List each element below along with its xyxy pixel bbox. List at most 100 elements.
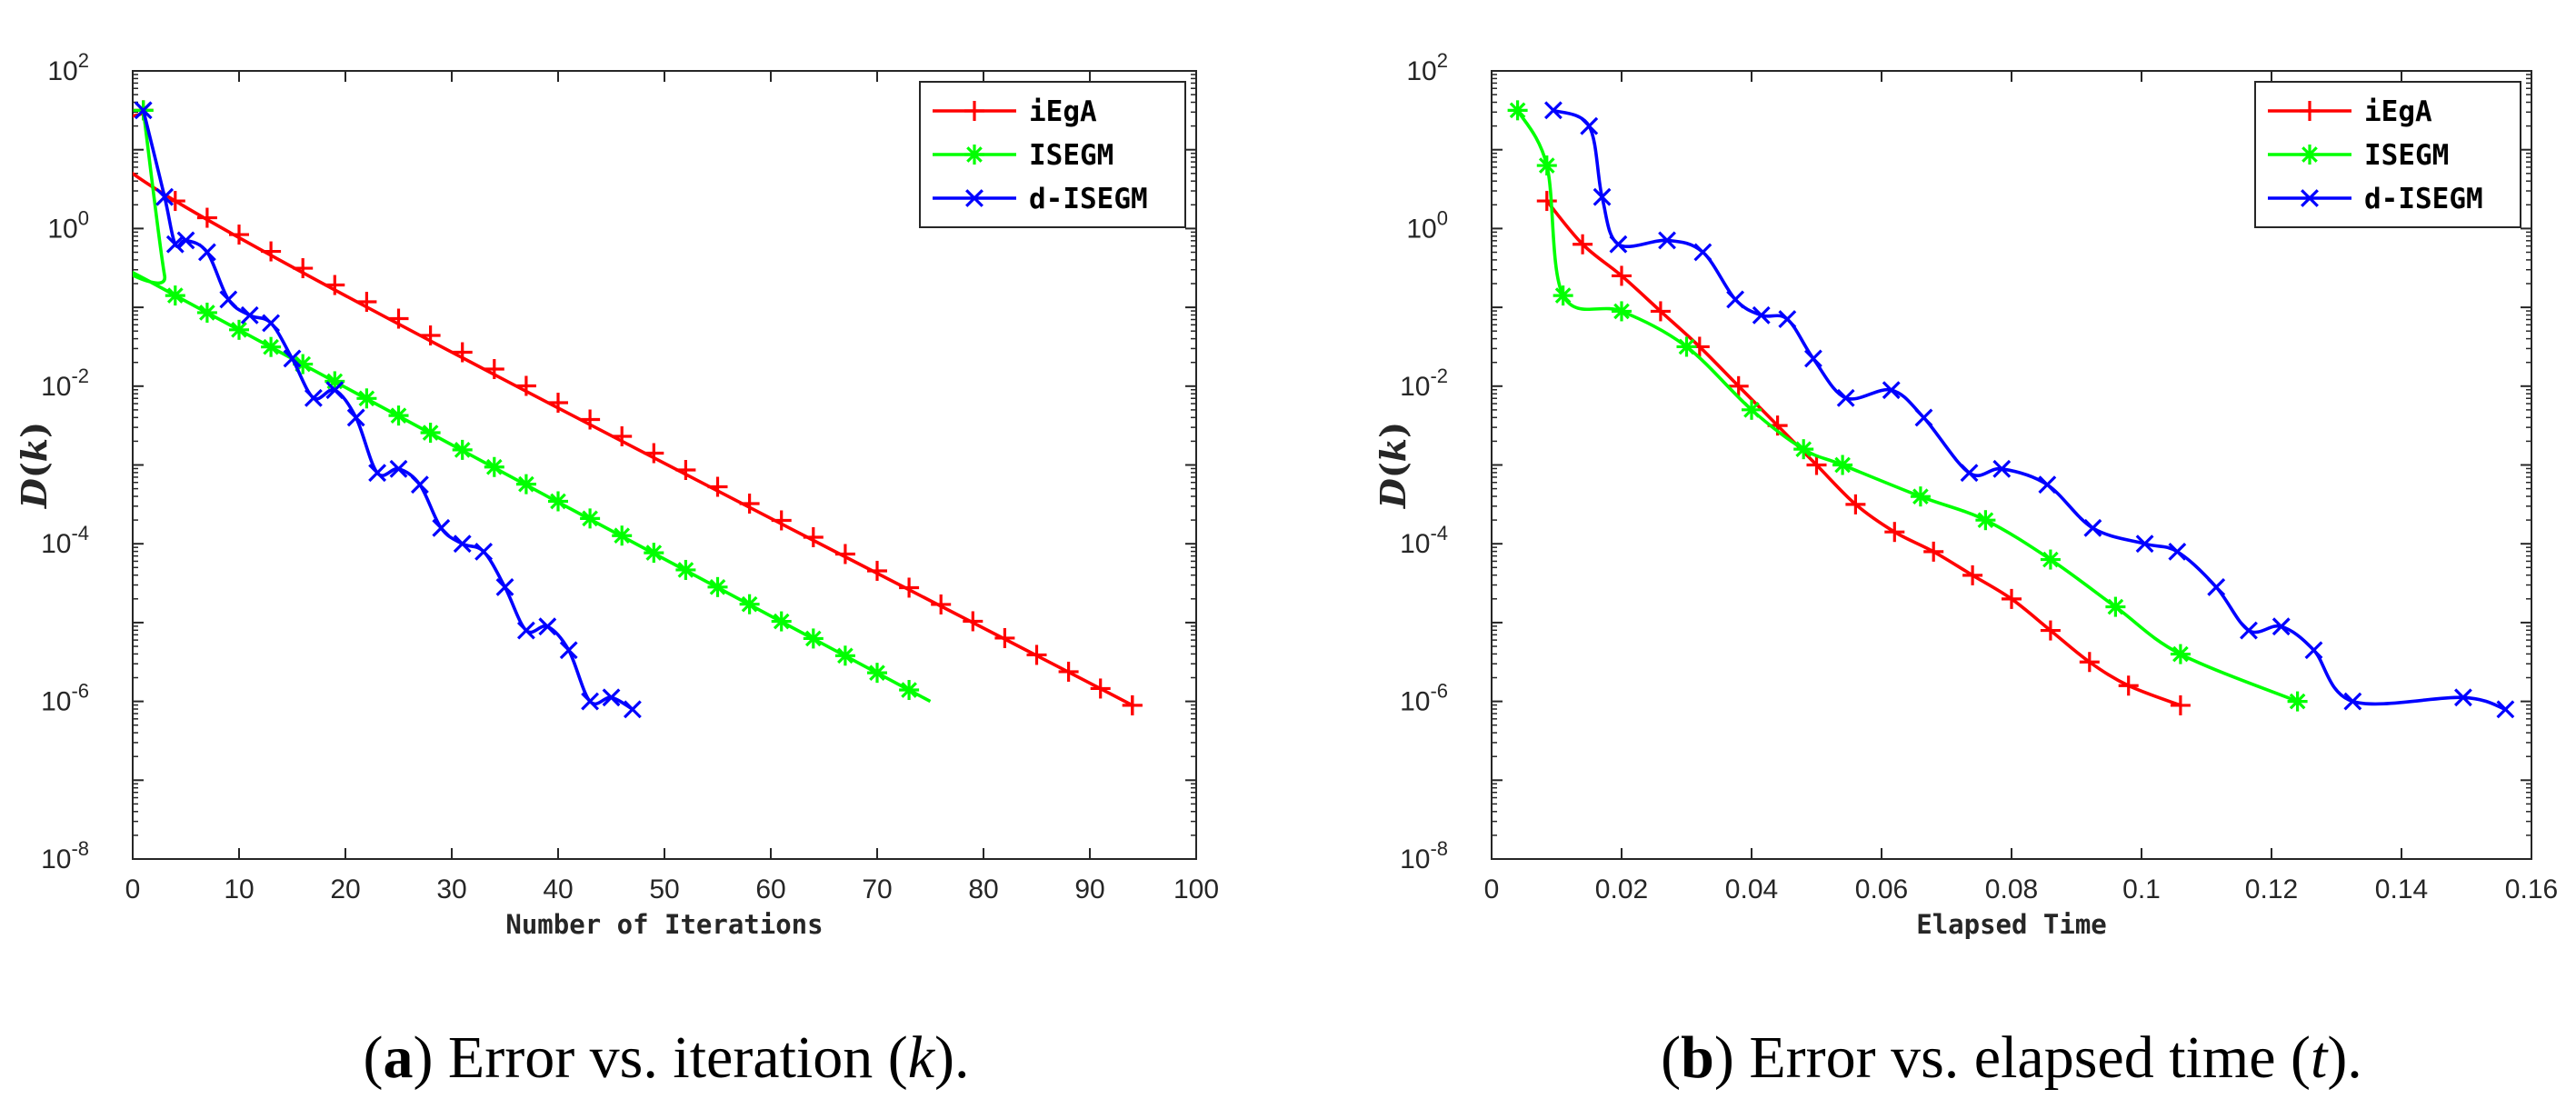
panel-a-series-isegm-marker-d2 bbox=[454, 442, 471, 458]
panel-b-series-d-isegm-marker-d2 bbox=[2207, 577, 2226, 596]
panel-a-series-isegm-marker-d2 bbox=[614, 527, 631, 545]
panel-a-series-isegm-marker-d2 bbox=[422, 425, 439, 441]
panel-b-series-isegm bbox=[1507, 100, 2308, 712]
panel-a-series-d-isegm-marker-d2 bbox=[516, 621, 535, 640]
panel-b-series-d-isegm-marker bbox=[2038, 475, 2057, 495]
panel-a-series-d-isegm-marker-d2 bbox=[325, 381, 344, 400]
panel-a-series-isegm-line bbox=[133, 110, 932, 704]
panel-b-series-d-isegm-marker bbox=[1543, 101, 1563, 120]
panel-a-series-isegm-marker bbox=[420, 423, 441, 444]
panel-b-series-d-isegm-marker bbox=[2168, 542, 2187, 561]
panel-a-series-iega-marker bbox=[834, 544, 855, 564]
panel-a-series-d-isegm-marker bbox=[155, 187, 175, 206]
panel-a-series-iega-marker bbox=[707, 476, 728, 497]
panel-a-series-d-isegm-marker bbox=[474, 542, 494, 561]
panel-a-series-d-isegm-marker-d2 bbox=[283, 349, 302, 368]
panel-b-series-d-isegm-marker bbox=[1914, 408, 1933, 427]
panel-a-series-iega-marker bbox=[293, 258, 314, 279]
panel-a-series-d-isegm-marker bbox=[283, 349, 302, 368]
panel-a-series-isegm-marker-d2 bbox=[804, 630, 822, 647]
panel-a-xtick-label: 60 bbox=[755, 874, 785, 904]
panel-a-series-d-isegm-marker-d2 bbox=[262, 314, 281, 333]
panel-a-legend-entry-isegm-marker-d2 bbox=[966, 146, 983, 163]
panel-b-series-iega-marker bbox=[1806, 455, 1827, 475]
panel-b-series-d-isegm-marker-d2 bbox=[1543, 101, 1563, 120]
panel-a-series-isegm-marker-d2 bbox=[199, 305, 215, 321]
panel-b-series-d-isegm-marker bbox=[2496, 700, 2515, 719]
panel-b-series-d-isegm-marker bbox=[1580, 116, 1599, 135]
panel-a-series-isegm-marker bbox=[580, 508, 601, 529]
panel-b-ytick-label: 100 bbox=[1406, 206, 1448, 244]
panel-b-series-isegm-marker-d2 bbox=[1977, 512, 1994, 529]
panel-b-series-d-isegm-marker-d2 bbox=[1658, 231, 1676, 250]
panel-b-series-iega-marker bbox=[1728, 375, 1749, 396]
panel-b-series-d-isegm-marker-d2 bbox=[1914, 408, 1933, 427]
panel-a-series-isegm-marker bbox=[388, 405, 409, 426]
panel-b-x-axis-label: Elapsed Time bbox=[1916, 909, 2107, 940]
panel-b-legend-entry-d-isegm: d-ISEGM bbox=[2268, 183, 2483, 215]
panel-a-error-vs-iteration: 0 10 20 30 40 50 60 70 80 90 100 10-8 10-6 10-4 10-2 10… bbox=[14, 49, 1219, 1091]
panel-b-series-isegm-marker-d2 bbox=[1509, 102, 1526, 119]
panel-a-series-isegm-marker bbox=[612, 525, 633, 546]
panel-b-series-d-isegm-marker bbox=[1992, 459, 2012, 478]
panel-a-series-iega-marker bbox=[196, 207, 217, 228]
panel-a-series-d-isegm-marker-d2 bbox=[197, 243, 216, 262]
panel-b-error-vs-time: 0 0.02 0.04 0.06 0.08 0.1 0.12 0.14 0.16 10-8 10-6… bbox=[1373, 49, 2558, 1091]
panel-b-series-isegm-marker bbox=[1553, 285, 1573, 306]
panel-a-series-iega-marker bbox=[356, 292, 377, 313]
panel-b-series-isegm-marker-d2 bbox=[2289, 693, 2306, 710]
panel-a-series-d-isegm-marker-d2 bbox=[368, 464, 387, 483]
panel-b-series-isegm-marker bbox=[2040, 549, 2061, 570]
panel-b-series-d-isegm-marker-d2 bbox=[2496, 700, 2515, 719]
panel-b-series-isegm-marker-d2 bbox=[1613, 303, 1630, 320]
panel-b-series-d-isegm-marker-d2 bbox=[1693, 243, 1712, 262]
panel-b-y-axis-label: D(k) bbox=[1373, 422, 1413, 509]
panel-b-legend-entry-isegm-marker bbox=[2300, 145, 2320, 165]
panel-a-series-iega-marker bbox=[867, 560, 887, 581]
panel-b-series-d-isegm-marker-d2 bbox=[1803, 349, 1822, 368]
panel-b-series-isegm-marker bbox=[1793, 439, 1814, 460]
panel-a-series-d-isegm-marker-d2 bbox=[134, 101, 153, 120]
panel-b-series-d-isegm bbox=[1543, 101, 2515, 719]
panel-b-series-d-isegm-marker-d2 bbox=[1752, 305, 1771, 325]
panel-b-series-iega-marker bbox=[1573, 234, 1593, 255]
panel-b-ytick-label: 10-8 bbox=[1400, 837, 1448, 874]
panel-a-series-isegm-marker bbox=[803, 628, 824, 649]
panel-b-series-isegm-marker bbox=[1536, 155, 1557, 176]
panel-b-xtick-label: 0.06 bbox=[1855, 874, 1908, 904]
panel-b-legend: iEgA ISEGM d-ISEGM bbox=[2254, 81, 2521, 228]
panel-a-series-isegm-marker-d2 bbox=[582, 510, 598, 527]
panel-a-series-iega-marker bbox=[963, 611, 983, 632]
panel-b-legend-entry-d-isegm-marker-d2 bbox=[2301, 189, 2319, 207]
panel-a-series-isegm-marker bbox=[356, 388, 377, 409]
panel-b-series-d-isegm-marker-d2 bbox=[2135, 535, 2154, 554]
panel-b-legend-entry-iega: iEgA bbox=[2268, 95, 2432, 128]
panel-b-series-d-isegm-marker bbox=[1726, 290, 1745, 309]
panel-a-series-d-isegm-marker-d2 bbox=[165, 235, 185, 254]
panel-b-series-d-isegm-marker-d2 bbox=[1960, 464, 1979, 483]
panel-a-legend-entry-d-isegm-marker-d2 bbox=[965, 189, 983, 207]
panel-b-series-d-isegm-marker-d2 bbox=[2038, 475, 2057, 495]
panel-a-series-d-isegm-marker-d2 bbox=[602, 688, 621, 707]
panel-a-series-d-isegm-marker bbox=[559, 641, 578, 660]
panel-a-series-d-isegm-marker-d2 bbox=[453, 535, 472, 554]
panel-b-series-d-isegm-marker bbox=[2240, 621, 2258, 640]
panel-a-legend-entry-isegm-marker bbox=[964, 145, 984, 165]
panel-a-series-iega-marker bbox=[644, 443, 664, 464]
panel-a-series-isegm-marker-d2 bbox=[677, 562, 694, 578]
panel-a-series-d-isegm-marker-d2 bbox=[155, 187, 175, 206]
panel-a-series-isegm-marker bbox=[675, 559, 696, 580]
panel-b-series-d-isegm-marker-d2 bbox=[1778, 310, 1797, 329]
panel-b-series-isegm-marker bbox=[1676, 336, 1697, 357]
panel-b-series-d-isegm-marker bbox=[1609, 235, 1628, 254]
panel-a-series-iega-marker bbox=[388, 308, 409, 329]
panel-b-series-d-isegm-marker bbox=[1778, 310, 1797, 329]
panel-b-legend-entry-isegm-label: ISEGM bbox=[2364, 139, 2449, 172]
panel-b-series-isegm-marker-d2 bbox=[2042, 551, 2059, 568]
panel-a-series-iega-marker bbox=[548, 393, 568, 414]
panel-a-ytick-label: 10-2 bbox=[41, 365, 89, 402]
panel-b-ytick-label: 10-4 bbox=[1400, 522, 1448, 559]
panel-a-legend-entry-d-isegm-label: d-ISEGM bbox=[1029, 183, 1148, 215]
panel-a-series-isegm-marker-d2 bbox=[518, 475, 534, 493]
panel-a-series-d-isegm-marker bbox=[240, 305, 259, 325]
